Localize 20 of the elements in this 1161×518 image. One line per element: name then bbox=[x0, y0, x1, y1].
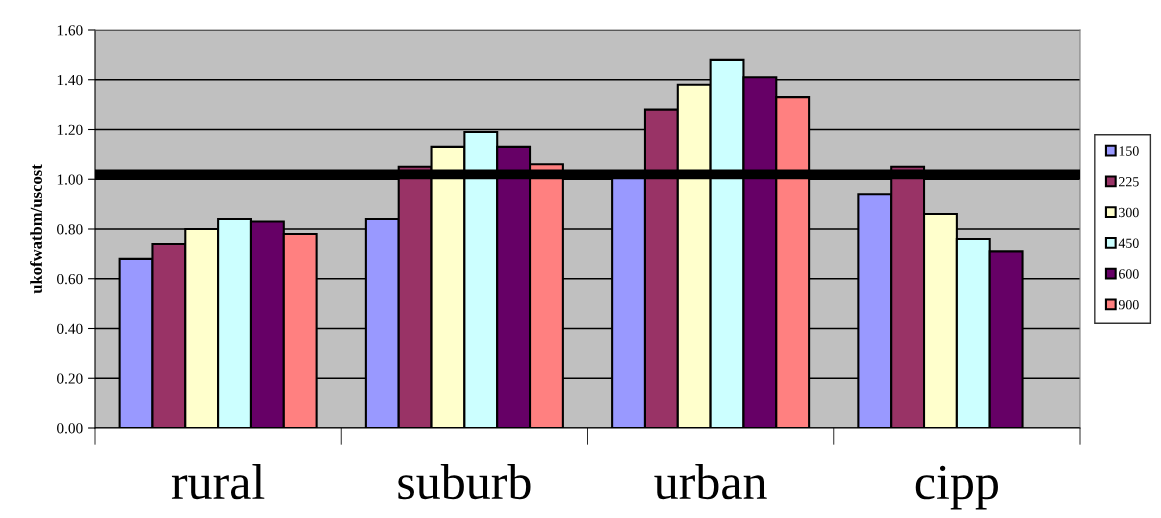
y-axis-title: ukofwatbm/uscost bbox=[30, 164, 42, 294]
x-tick-label: cipp bbox=[915, 465, 998, 510]
y-tick-label: 1.60 bbox=[57, 25, 83, 36]
legend-label: 900 bbox=[1118, 299, 1139, 310]
y-tick-label: 0.00 bbox=[57, 423, 83, 434]
legend-label: 225 bbox=[1119, 177, 1139, 187]
x-tick-label: suburb bbox=[398, 464, 531, 500]
y-tick-label: 0.80 bbox=[57, 224, 83, 235]
y-tick-label: 1.00 bbox=[57, 174, 83, 185]
legend-label: 300 bbox=[1119, 207, 1139, 218]
legend-label: 600 bbox=[1119, 269, 1139, 279]
y-tick-label: 1.40 bbox=[57, 74, 83, 86]
x-tick-label: urban bbox=[654, 464, 767, 500]
x-tick-label: rural bbox=[171, 464, 265, 500]
legend-label: 150 bbox=[1119, 146, 1139, 156]
legend-label: 450 bbox=[1118, 238, 1139, 248]
y-tick-label: 0.20 bbox=[57, 373, 83, 384]
y-tick-label: 0.40 bbox=[57, 323, 83, 335]
y-tick-label: 1.20 bbox=[57, 124, 83, 136]
y-tick-label: 0.60 bbox=[57, 273, 83, 285]
